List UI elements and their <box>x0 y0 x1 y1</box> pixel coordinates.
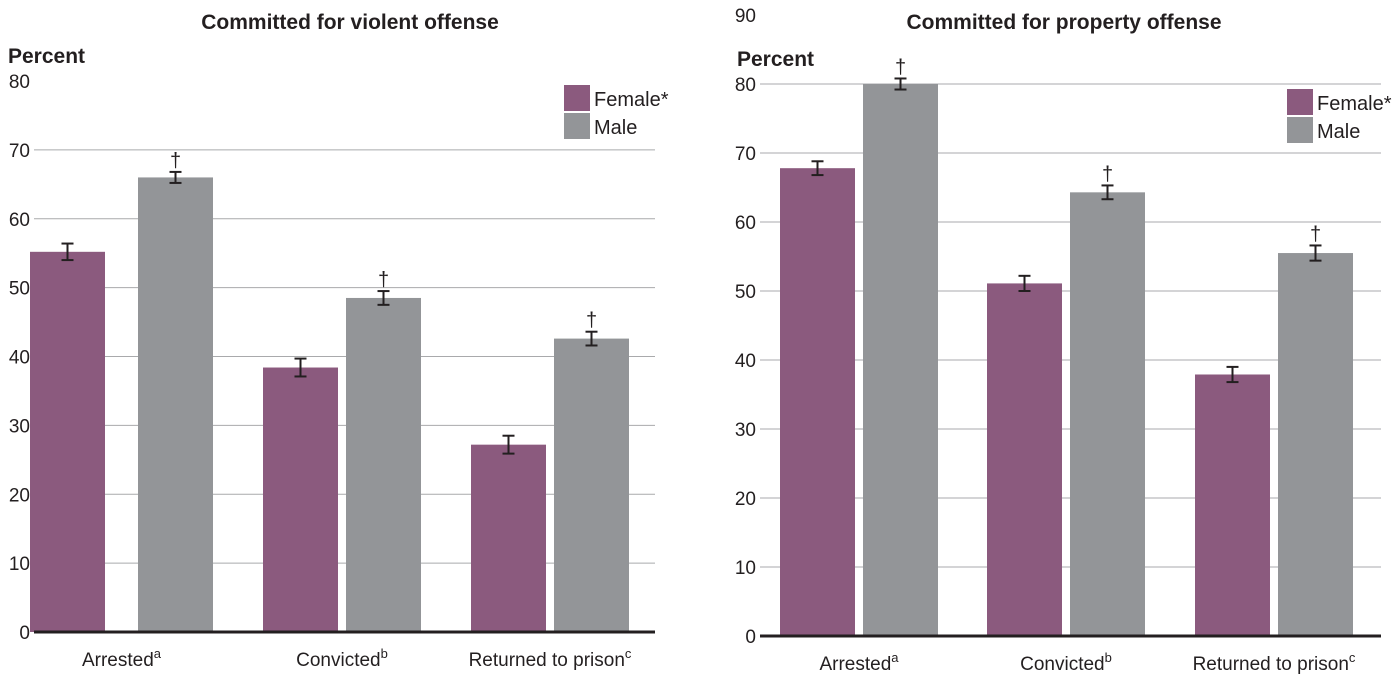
x-category-text: Arrested <box>82 650 154 671</box>
y-tick-label: 0 <box>19 623 30 644</box>
y-tick-label: 10 <box>735 558 756 579</box>
error-bar <box>1309 244 1322 262</box>
significance-marker: † <box>895 56 906 78</box>
bar-male <box>346 297 421 632</box>
x-category-label: Returned to prisonc <box>469 646 632 671</box>
y-axis-label: Percent <box>8 45 85 68</box>
x-category-label: Convictedb <box>296 646 388 671</box>
y-tick-label: 50 <box>735 282 756 303</box>
bar-female <box>471 444 546 632</box>
chart-title: Committed for property offense <box>906 11 1221 34</box>
significance-marker: † <box>1310 223 1321 245</box>
x-category-superscript: b <box>1105 650 1112 665</box>
y-tick-label: 30 <box>9 416 30 437</box>
y-tick-label: 50 <box>9 279 30 300</box>
legend: Female* Male <box>1287 89 1392 143</box>
bar-female <box>263 367 338 632</box>
chart-title: Committed for violent offense <box>201 11 499 34</box>
chart-panel-2: Committed for property offense Percent 0 10… <box>735 6 1392 674</box>
y-tick-label: 90 <box>735 6 756 27</box>
x-category-superscript: b <box>381 646 388 661</box>
x-category-label: Convictedb <box>1020 650 1112 674</box>
legend-swatch <box>564 113 590 139</box>
x-category-text: Returned to prison <box>469 650 625 671</box>
significance-marker: † <box>586 310 597 332</box>
error-bar <box>1101 184 1114 201</box>
error-bar <box>585 330 598 347</box>
x-category-text: Returned to prison <box>1193 654 1349 674</box>
x-category-superscript: a <box>154 646 162 661</box>
y-tick-label: 30 <box>735 420 756 441</box>
error-bar <box>1018 274 1031 292</box>
y-tick-label: 0 <box>745 627 756 648</box>
error-bar <box>502 434 515 455</box>
x-category-label: Returned to prisonc <box>1193 650 1356 674</box>
error-bar <box>811 160 824 177</box>
bar-female <box>780 168 855 636</box>
y-tick-label: 70 <box>735 144 756 165</box>
legend-swatch <box>1287 89 1313 115</box>
bar-male <box>863 84 938 636</box>
error-bar <box>1226 365 1239 384</box>
y-tick-label: 20 <box>735 489 756 510</box>
error-bar <box>294 357 307 378</box>
legend-swatch <box>564 85 590 111</box>
x-category-label: Arresteda <box>82 646 162 671</box>
chart-panel-1: Committed for violent offense Percent 0 10 2… <box>8 11 669 671</box>
bar-female <box>30 251 105 632</box>
legend-label: Female* <box>1317 93 1392 115</box>
x-category-label: Arresteda <box>819 650 899 674</box>
y-tick-label: 20 <box>9 485 30 506</box>
bar-male <box>1070 192 1145 636</box>
y-tick-label: 40 <box>9 348 30 369</box>
bar-female <box>1195 374 1270 636</box>
y-axis-label: Percent <box>737 48 814 71</box>
significance-marker: † <box>1102 163 1113 185</box>
legend-label: Male <box>594 117 637 139</box>
legend-swatch <box>1287 117 1313 143</box>
x-category-text: Arrested <box>819 654 891 674</box>
significance-marker: † <box>378 269 389 291</box>
y-tick-label: 60 <box>9 210 30 231</box>
x-category-superscript: a <box>891 650 899 665</box>
y-tick-label: 10 <box>9 554 30 575</box>
bar-male <box>554 338 629 632</box>
y-tick-label: 80 <box>735 75 756 96</box>
legend-label: Male <box>1317 121 1360 143</box>
bar-male <box>138 177 213 633</box>
x-category-text: Convicted <box>296 650 381 671</box>
y-tick-label: 60 <box>735 213 756 234</box>
legend: Female* Male <box>564 85 669 139</box>
legend-label: Female* <box>594 89 669 111</box>
y-tick-label: 70 <box>9 141 30 162</box>
x-category-superscript: c <box>1349 650 1356 665</box>
error-bar <box>61 242 74 262</box>
error-bar <box>894 77 907 91</box>
significance-marker: † <box>170 150 181 172</box>
bar-female <box>987 283 1062 636</box>
error-bar <box>377 290 390 306</box>
y-tick-label: 40 <box>735 351 756 372</box>
x-category-text: Convicted <box>1020 654 1105 674</box>
x-category-superscript: c <box>625 646 632 661</box>
error-bar <box>169 170 182 184</box>
bar-male <box>1278 253 1353 637</box>
y-tick-label: 80 <box>9 72 30 93</box>
